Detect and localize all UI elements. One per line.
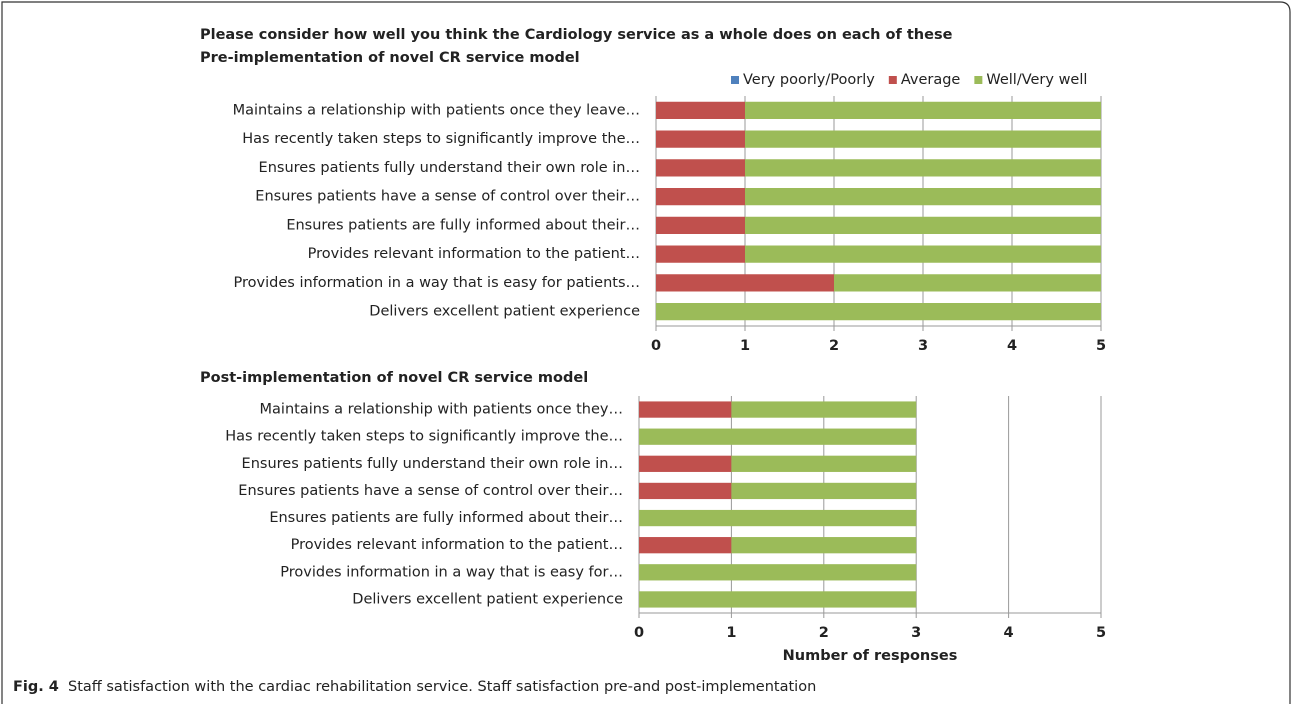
category-label: Delivers excellent patient experience — [369, 304, 640, 320]
bar-segment — [745, 245, 1101, 263]
x-tick-label: 0 — [634, 625, 644, 641]
bar-segment — [639, 564, 917, 581]
bar-segment — [639, 401, 732, 418]
category-label: Provides relevant information to the pat… — [291, 537, 623, 553]
bar-segment — [656, 130, 745, 148]
category-label: Ensures patients are fully informed abou… — [286, 217, 640, 233]
legend-label: Very poorly/Poorly — [743, 72, 875, 88]
bar-segment — [656, 188, 745, 206]
bar-segment — [745, 188, 1101, 206]
category-label: Ensures patients have a sense of control… — [255, 189, 640, 205]
x-tick-label: 2 — [819, 625, 829, 641]
bar-segment — [834, 274, 1101, 292]
caption-text: Staff satisfaction with the cardiac reha… — [68, 679, 816, 695]
bar-segment — [656, 303, 1101, 321]
category-label: Ensures patients fully understand their … — [259, 160, 640, 176]
bar-segment — [639, 482, 732, 500]
bar-segment — [639, 509, 917, 527]
bar-segment — [656, 245, 745, 263]
category-label: Provides information in a way that is ea… — [234, 275, 640, 291]
bar-segment — [639, 537, 732, 554]
x-tick-label: 0 — [651, 338, 661, 354]
x-tick-label: 1 — [726, 625, 736, 641]
category-label: Provides relevant information to the pat… — [308, 246, 640, 262]
category-label: Ensures patients are fully informed abou… — [269, 510, 623, 526]
x-tick-label: 4 — [1004, 625, 1014, 641]
bar-segment — [731, 401, 917, 418]
category-label: Ensures patients have a sense of control… — [238, 483, 623, 499]
caption-label: Fig. 4 — [13, 679, 59, 695]
category-label: Ensures patients fully understand their … — [242, 456, 623, 472]
x-tick-label: 4 — [1007, 338, 1017, 354]
x-tick-label: 2 — [829, 338, 839, 354]
x-tick-label: 5 — [1096, 338, 1106, 354]
category-label: Provides information in a way that is ea… — [280, 564, 623, 580]
x-tick-label: 1 — [740, 338, 750, 354]
bar-segment — [656, 101, 745, 119]
bar-segment — [745, 101, 1101, 119]
x-axis-label: Number of responses — [783, 648, 958, 664]
bar-segment — [639, 428, 917, 445]
legend-swatch — [731, 76, 739, 84]
x-tick-label: 3 — [918, 338, 928, 354]
bar-segment — [731, 537, 917, 554]
category-label: Has recently taken steps to significantl… — [242, 131, 640, 147]
category-label: Maintains a relationship with patients o… — [260, 402, 623, 418]
legend-swatch — [888, 76, 897, 84]
bar-segment — [639, 591, 917, 608]
bar-segment — [745, 216, 1101, 234]
x-tick-label: 5 — [1096, 625, 1106, 641]
bar-segment — [656, 216, 745, 234]
bar-segment — [745, 159, 1101, 177]
chart-title: Please consider how well you think the C… — [200, 27, 953, 43]
category-label: Delivers excellent patient experience — [352, 591, 623, 607]
chart-title: Post-implementation of novel CR service … — [200, 370, 588, 386]
bar-segment — [745, 130, 1101, 148]
legend-label: Average — [901, 72, 961, 88]
category-label: Has recently taken steps to significantl… — [225, 429, 623, 445]
bar-segment — [731, 455, 917, 472]
legend-label: Well/Very well — [986, 72, 1087, 88]
bar-segment — [639, 455, 732, 472]
chart-subtitle: Pre-implementation of novel CR service m… — [200, 50, 580, 66]
bar-segment — [656, 159, 745, 177]
bar-segment — [731, 482, 917, 500]
x-tick-label: 3 — [911, 625, 921, 641]
legend-swatch — [974, 76, 983, 84]
bar-segment — [656, 274, 834, 292]
category-label: Maintains a relationship with patients o… — [233, 102, 640, 118]
